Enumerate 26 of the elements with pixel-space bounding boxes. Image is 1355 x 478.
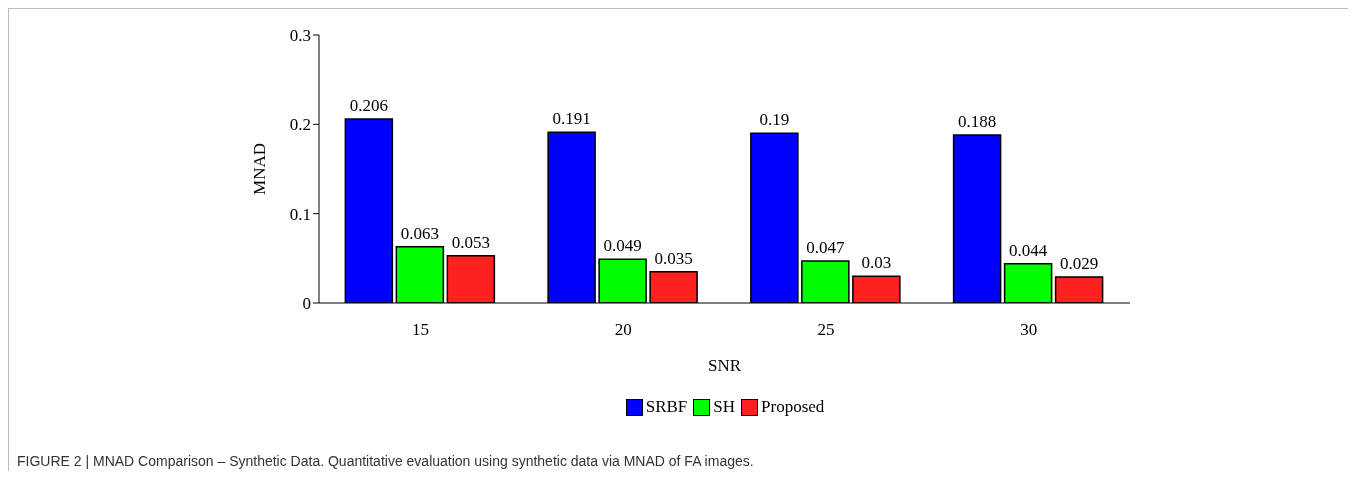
data-label: 0.029	[1059, 254, 1099, 274]
data-label: 0.047	[806, 238, 845, 258]
x-axis-title: SNR	[707, 356, 742, 375]
x-tick-label: 20	[614, 320, 632, 340]
data-label: 0.03	[861, 253, 892, 273]
y-tick-label: 0.1	[289, 204, 311, 224]
data-label: 0.035	[654, 248, 693, 268]
data-label: 0.19	[759, 110, 790, 130]
data-label: 0.206	[349, 95, 388, 115]
legend-label: Proposed	[760, 397, 825, 417]
data-label: 0.049	[603, 236, 642, 256]
data-label: 0.053	[451, 232, 490, 252]
y-tick-label: 0.2	[289, 115, 311, 135]
y-tick-label: 0	[302, 294, 311, 314]
data-label: 0.188	[957, 112, 997, 132]
x-tick-label: 25	[817, 320, 835, 340]
x-tick-label: 30	[1020, 320, 1038, 340]
y-axis-title: MNAD	[250, 143, 270, 195]
legend-label: SH	[712, 397, 736, 417]
data-label: 0.044	[1008, 240, 1048, 260]
caption: FIGURE 2 | MNAD Comparison – Synthetic Data. Quantitative evaluation using synthetic data via MNAD of FA images.	[17, 453, 754, 469]
legend-label: SRBF	[644, 397, 688, 417]
data-label: 0.191	[552, 109, 591, 129]
data-label: 0.063	[400, 223, 439, 243]
y-tick-label: 0.3	[289, 26, 311, 46]
x-tick-label: 15	[411, 320, 429, 340]
